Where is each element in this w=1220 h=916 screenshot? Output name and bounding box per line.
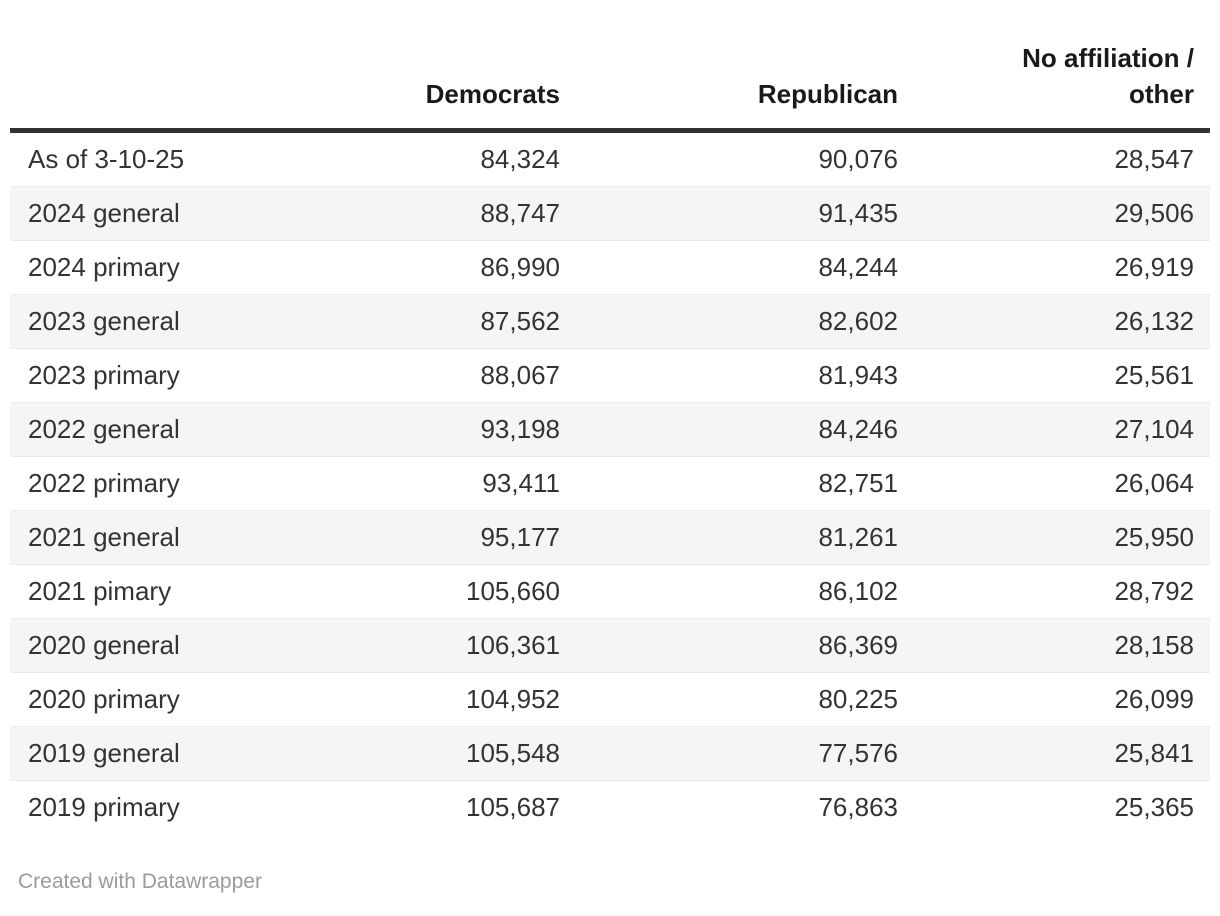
- row-label: 2019 primary: [28, 792, 180, 822]
- table-row: 2023 general 87,562 82,602 26,132: [10, 294, 1210, 349]
- value-cell: 84,324: [238, 130, 576, 187]
- value-cell: 106,361: [238, 618, 576, 673]
- value-cell: 28,547: [914, 130, 1210, 187]
- row-label: 2019 general: [10, 726, 238, 781]
- value-cell: 25,561: [914, 348, 1210, 403]
- table-row: 2023 primary 88,067 81,943 25,561: [10, 348, 1210, 403]
- value-cell: 105,548: [238, 726, 576, 781]
- column-header-no-affiliation: No affiliation / other: [914, 0, 1210, 133]
- value-cell: 105,687: [466, 792, 560, 822]
- value-cell: 91,435: [576, 186, 914, 241]
- row-label: 2021 pimary: [10, 564, 238, 619]
- value-cell: 95,177: [238, 510, 576, 565]
- value-cell: 26,099: [914, 672, 1210, 727]
- table-row: 2020 primary 104,952 80,225 26,099: [10, 672, 1210, 727]
- value-cell: 86,369: [576, 618, 914, 673]
- table-row: 2021 pimary 105,660 86,102 28,792: [10, 564, 1210, 619]
- row-label: 2023 primary: [10, 348, 238, 403]
- table-row: 2019 primary 105,687 76,863 25,365: [10, 781, 1210, 835]
- value-cell: 29,506: [914, 186, 1210, 241]
- table-row: 2024 primary 86,990 84,244 26,919: [10, 240, 1210, 295]
- table-row: 2024 general 88,747 91,435 29,506: [10, 186, 1210, 241]
- table-chart: Democrats Republican No affiliation / ot…: [10, 0, 1210, 894]
- value-cell: 86,102: [576, 564, 914, 619]
- value-cell: 28,792: [914, 564, 1210, 619]
- value-cell: 87,562: [238, 294, 576, 349]
- header-row: Democrats Republican No affiliation / ot…: [10, 0, 1210, 133]
- value-cell: 26,132: [914, 294, 1210, 349]
- row-label: 2021 general: [10, 510, 238, 565]
- table-row: 2021 general 95,177 81,261 25,950: [10, 510, 1210, 565]
- value-cell: 105,660: [238, 564, 576, 619]
- value-cell: 76,863: [818, 792, 898, 822]
- value-cell: 25,841: [914, 726, 1210, 781]
- row-label: 2020 primary: [10, 672, 238, 727]
- column-header-label: No affiliation / other: [1022, 43, 1194, 109]
- column-header-label: Republican: [757, 79, 898, 109]
- table-row: 2019 general 105,548 77,576 25,841: [10, 726, 1210, 781]
- row-label: 2022 primary: [10, 456, 238, 511]
- value-cell: 81,943: [576, 348, 914, 403]
- value-cell: 26,064: [914, 456, 1210, 511]
- value-cell: 82,602: [576, 294, 914, 349]
- value-cell: 84,244: [576, 240, 914, 295]
- value-cell: 25,365: [1114, 792, 1194, 822]
- row-label: 2020 general: [10, 618, 238, 673]
- table-row: 2020 general 106,361 86,369 28,158: [10, 618, 1210, 673]
- table-body: As of 3-10-25 84,324 90,076 28,547 2024 gene…: [10, 130, 1210, 835]
- value-cell: 26,919: [914, 240, 1210, 295]
- value-cell: 25,950: [914, 510, 1210, 565]
- table-row: 2022 primary 93,411 82,751 26,064: [10, 456, 1210, 511]
- value-cell: 93,198: [238, 402, 576, 457]
- column-header-blank: [10, 0, 238, 133]
- row-label: 2023 general: [10, 294, 238, 349]
- value-cell: 88,067: [238, 348, 576, 403]
- value-cell: 88,747: [238, 186, 576, 241]
- value-cell: 93,411: [238, 456, 576, 511]
- value-cell: 77,576: [576, 726, 914, 781]
- value-cell: 104,952: [238, 672, 576, 727]
- data-table: Democrats Republican No affiliation / ot…: [10, 0, 1210, 834]
- datawrapper-attribution-link[interactable]: Created with Datawrapper: [18, 870, 262, 893]
- value-cell: 28,158: [914, 618, 1210, 673]
- row-label: 2022 general: [10, 402, 238, 457]
- value-cell: 86,990: [238, 240, 576, 295]
- row-label: As of 3-10-25: [10, 130, 238, 187]
- value-cell: 84,246: [576, 402, 914, 457]
- column-header-republican: Republican: [576, 0, 914, 133]
- attribution: Created with Datawrapper: [18, 870, 1210, 894]
- value-cell: 81,261: [576, 510, 914, 565]
- value-cell: 90,076: [576, 130, 914, 187]
- table-row: 2022 general 93,198 84,246 27,104: [10, 402, 1210, 457]
- column-header-label: Democrats: [425, 79, 560, 109]
- row-label: 2024 primary: [10, 240, 238, 295]
- value-cell: 27,104: [914, 402, 1210, 457]
- row-label: 2024 general: [10, 186, 238, 241]
- table-row: As of 3-10-25 84,324 90,076 28,547: [10, 130, 1210, 187]
- value-cell: 80,225: [576, 672, 914, 727]
- column-header-democrats: Democrats: [238, 0, 576, 133]
- value-cell: 82,751: [576, 456, 914, 511]
